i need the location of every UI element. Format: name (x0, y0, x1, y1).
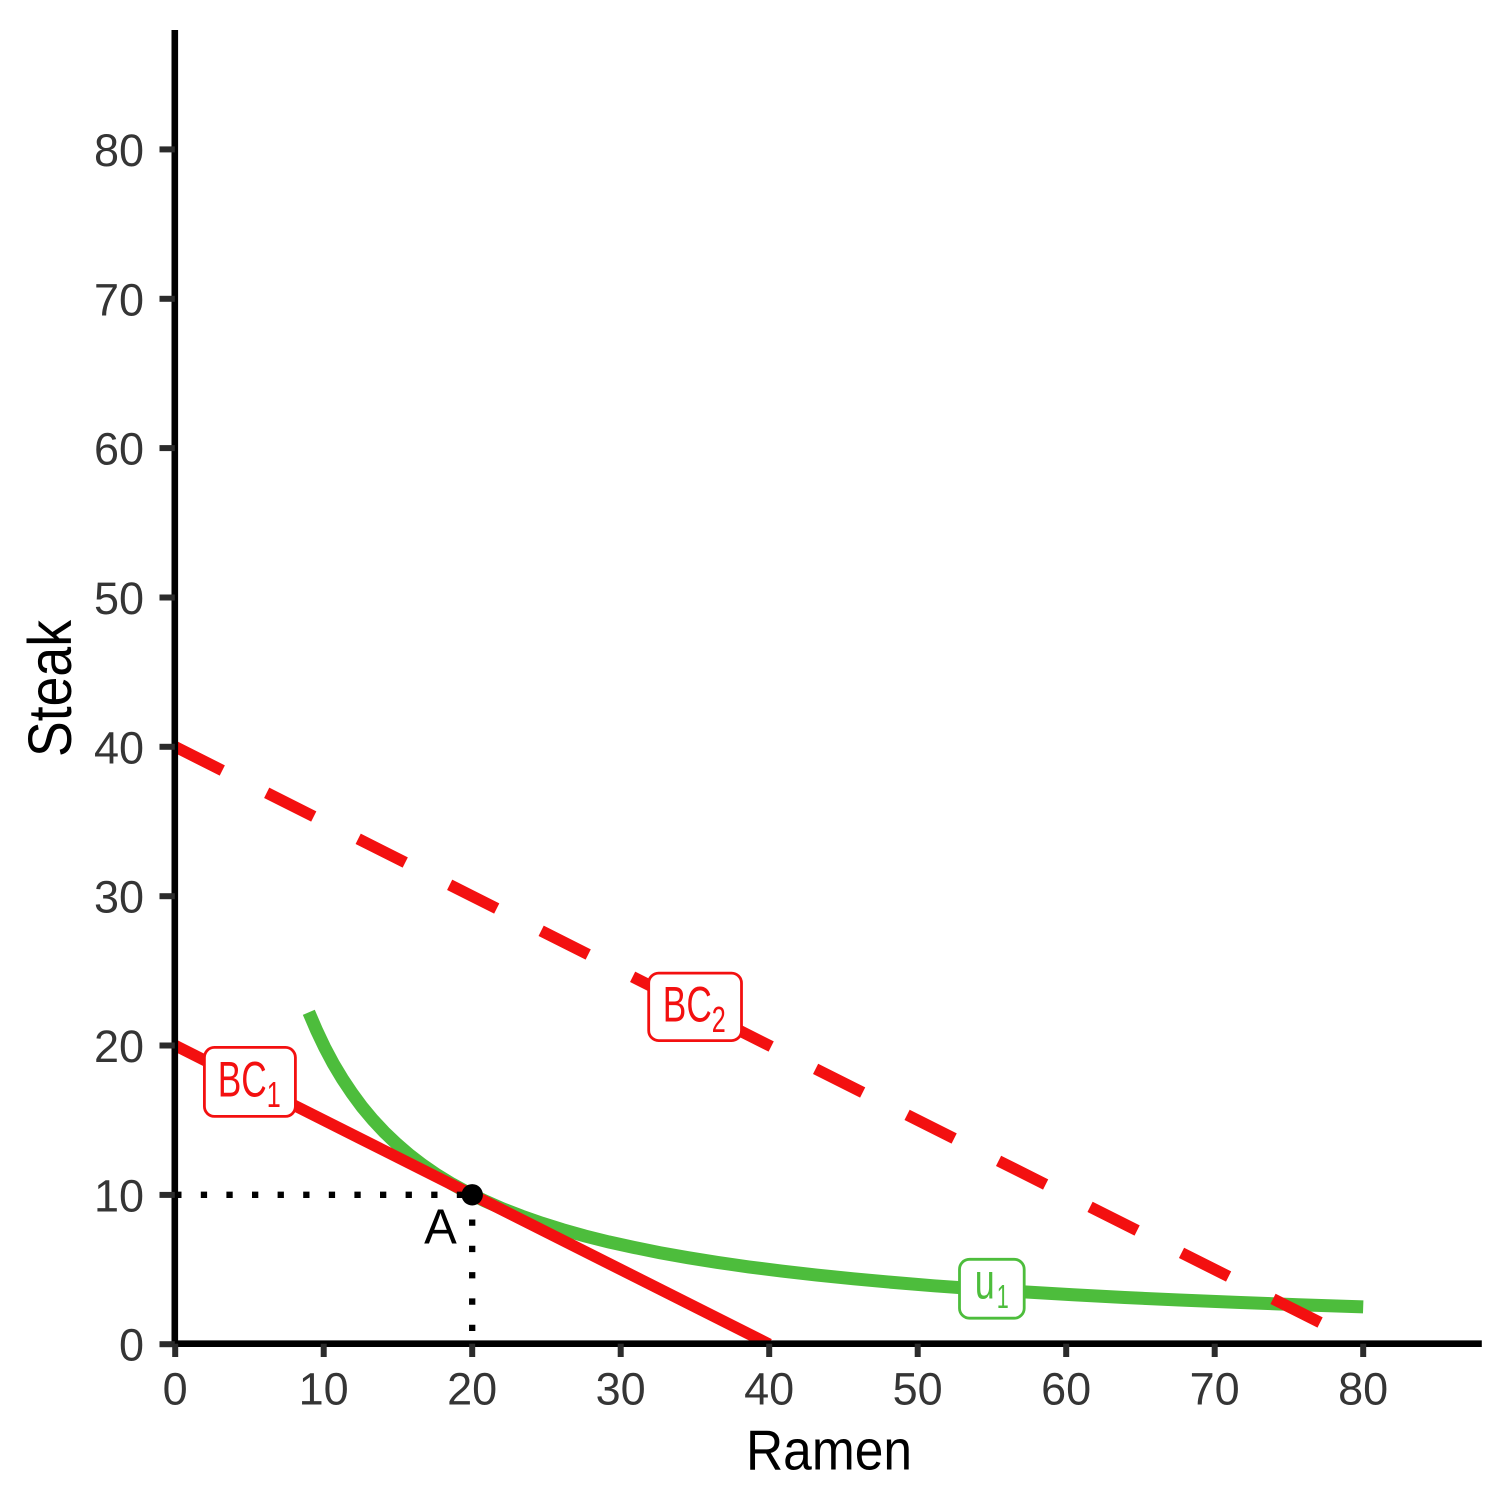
svg-text:BC2: BC2 (663, 976, 726, 1040)
svg-text:70: 70 (94, 274, 144, 325)
svg-text:30: 30 (94, 872, 144, 923)
svg-text:10: 10 (299, 1363, 349, 1414)
svg-text:70: 70 (1190, 1363, 1240, 1414)
svg-text:A: A (424, 1201, 457, 1255)
svg-text:20: 20 (447, 1363, 497, 1414)
svg-text:10: 10 (94, 1170, 144, 1221)
svg-text:40: 40 (744, 1363, 794, 1414)
svg-text:80: 80 (1338, 1363, 1388, 1414)
svg-text:50: 50 (893, 1363, 943, 1414)
svg-text:BC1: BC1 (218, 1052, 281, 1116)
svg-text:30: 30 (596, 1363, 646, 1414)
svg-text:60: 60 (94, 424, 144, 475)
svg-text:50: 50 (94, 573, 144, 624)
svg-text:Ramen: Ramen (746, 1418, 912, 1482)
svg-text:80: 80 (94, 125, 144, 176)
svg-text:0: 0 (119, 1320, 144, 1371)
svg-text:u1: u1 (975, 1254, 1009, 1316)
svg-text:60: 60 (1041, 1363, 1091, 1414)
svg-text:Steak: Steak (16, 620, 84, 757)
svg-text:20: 20 (94, 1021, 144, 1072)
svg-text:40: 40 (94, 722, 144, 773)
svg-text:0: 0 (163, 1363, 188, 1414)
